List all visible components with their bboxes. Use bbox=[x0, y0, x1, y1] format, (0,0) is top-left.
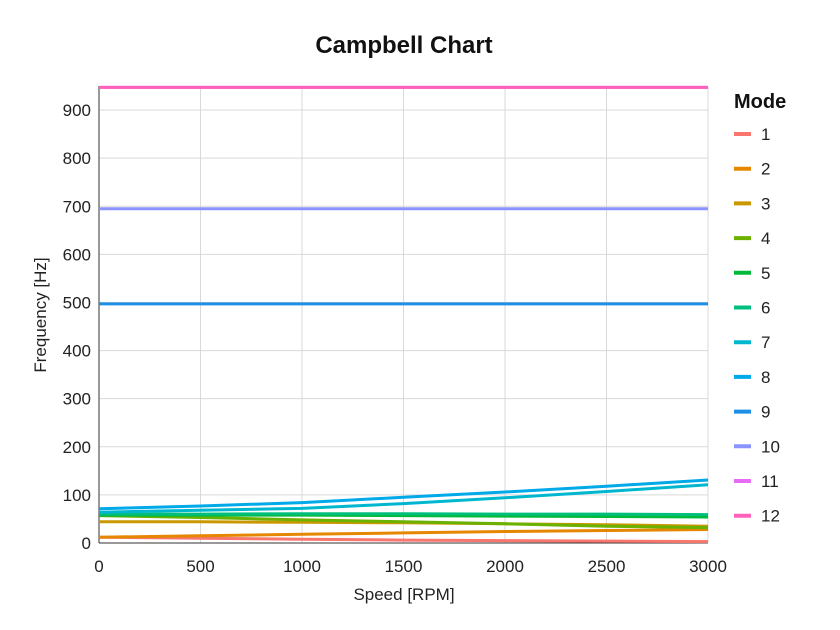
y-tick-label: 600 bbox=[63, 245, 91, 264]
series-line-mode-6 bbox=[99, 512, 709, 517]
legend-label-mode-12: 12 bbox=[761, 507, 780, 526]
legend-label-mode-10: 10 bbox=[761, 437, 780, 456]
legend-title: Mode bbox=[734, 91, 786, 113]
chart-title: Campbell Chart bbox=[315, 32, 492, 59]
y-tick-label: 900 bbox=[63, 101, 91, 120]
legend-label-mode-8: 8 bbox=[761, 368, 770, 387]
legend-label-mode-7: 7 bbox=[761, 333, 770, 352]
x-tick-label: 1000 bbox=[283, 557, 321, 576]
y-axis-label: Frequency [Hz] bbox=[31, 257, 50, 372]
x-tick-label: 500 bbox=[186, 557, 214, 576]
y-tick-label: 500 bbox=[63, 293, 91, 312]
y-tick-label: 300 bbox=[63, 390, 91, 409]
series-line-mode-7 bbox=[98, 483, 709, 514]
legend-label-mode-1: 1 bbox=[761, 125, 770, 144]
series-line-mode-4 bbox=[98, 514, 709, 530]
series-lines bbox=[98, 85, 709, 544]
y-tick-label: 400 bbox=[63, 342, 91, 361]
y-tick-label: 100 bbox=[63, 486, 91, 505]
x-tick-label: 3000 bbox=[689, 557, 727, 576]
x-tick-label: 1500 bbox=[385, 557, 423, 576]
legend-label-mode-2: 2 bbox=[761, 160, 770, 179]
series-line-mode-2 bbox=[98, 528, 709, 539]
y-tick-label: 0 bbox=[82, 534, 91, 553]
legend-label-mode-3: 3 bbox=[761, 194, 770, 213]
grid bbox=[98, 86, 709, 544]
series-line-mode-1 bbox=[98, 535, 709, 544]
series-line-mode-8 bbox=[98, 478, 709, 511]
x-axis-label: Speed [RPM] bbox=[353, 585, 454, 604]
legend-label-mode-5: 5 bbox=[761, 264, 770, 283]
x-tick-label: 0 bbox=[94, 557, 103, 576]
axes: 0 500 1000 1500 2000 2500 3000 0 100 200 300 400 500… bbox=[63, 86, 727, 576]
y-tick-label: 200 bbox=[63, 438, 91, 457]
legend-label-mode-9: 9 bbox=[761, 403, 770, 422]
y-tick-label: 800 bbox=[63, 149, 91, 168]
x-tick-label: 2000 bbox=[486, 557, 524, 576]
x-tick-label: 2500 bbox=[588, 557, 626, 576]
legend-label-mode-6: 6 bbox=[761, 299, 770, 318]
legend-label-mode-11: 11 bbox=[761, 472, 779, 491]
legend-label-mode-4: 4 bbox=[761, 229, 770, 248]
y-tick-label: 700 bbox=[63, 197, 91, 216]
